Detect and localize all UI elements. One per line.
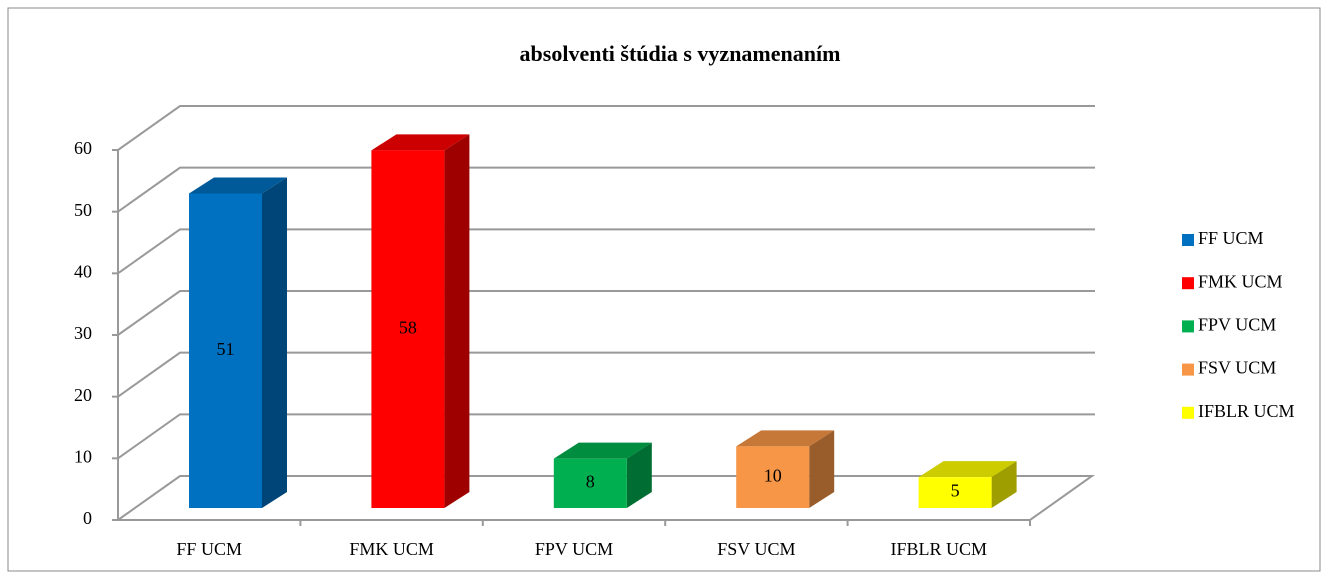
x-tick-label: IFBLR UCM [891, 539, 988, 559]
floor [114, 475, 1096, 521]
grid-line [117, 413, 1095, 460]
legend-swatch [1182, 277, 1194, 290]
legend-label: FF UCM [1198, 228, 1264, 248]
legend-label: FSV UCM [1198, 358, 1276, 378]
y-tick-label: 60 [74, 138, 92, 158]
x-tick-label: FMK UCM [349, 539, 434, 559]
bar-top [918, 461, 1017, 478]
grid-line [117, 228, 1095, 275]
y-tick-label: 50 [74, 200, 92, 220]
data-label: 5 [951, 481, 960, 501]
y-tick-label: 40 [74, 261, 92, 281]
data-label: 8 [586, 471, 595, 491]
legend-label: FMK UCM [1198, 271, 1283, 291]
bar-top [371, 134, 470, 151]
legend-label: IFBLR UCM [1198, 401, 1295, 421]
legend-swatch [1182, 320, 1194, 333]
bar [553, 458, 627, 508]
grid-line [117, 351, 1095, 398]
legend-swatch [1182, 234, 1194, 246]
legend-swatch [1182, 363, 1194, 376]
bar [189, 193, 262, 508]
data-label: 51 [217, 339, 235, 359]
y-tick-label: 10 [74, 446, 92, 466]
legend-swatch [1182, 406, 1194, 419]
bar [918, 477, 992, 508]
x-tick-label: FSV UCM [717, 539, 795, 559]
bar-top [553, 442, 652, 459]
bar-side [262, 177, 287, 508]
bar-side [444, 134, 470, 509]
data-label: 58 [399, 317, 417, 337]
x-tick-label: FF UCM [176, 539, 242, 559]
bar [371, 150, 445, 509]
bar [736, 446, 810, 508]
bar-side [626, 442, 652, 508]
bar-top [736, 430, 835, 447]
chart-title: absolventi štúdia s vyznamenaním [520, 41, 841, 66]
y-tick-label: 0 [83, 508, 92, 528]
grid-line [117, 290, 1095, 336]
grid-line [117, 166, 1095, 213]
bar-top [189, 177, 287, 194]
bar-side [991, 461, 1017, 508]
x-tick-label: FPV UCM [535, 539, 613, 559]
legend-label: FPV UCM [1198, 315, 1276, 335]
bar-side [809, 430, 835, 508]
y-tick-label: 20 [74, 385, 92, 405]
y-tick-label: 30 [74, 323, 92, 343]
grid-line [117, 105, 1095, 151]
data-label: 10 [764, 465, 782, 485]
